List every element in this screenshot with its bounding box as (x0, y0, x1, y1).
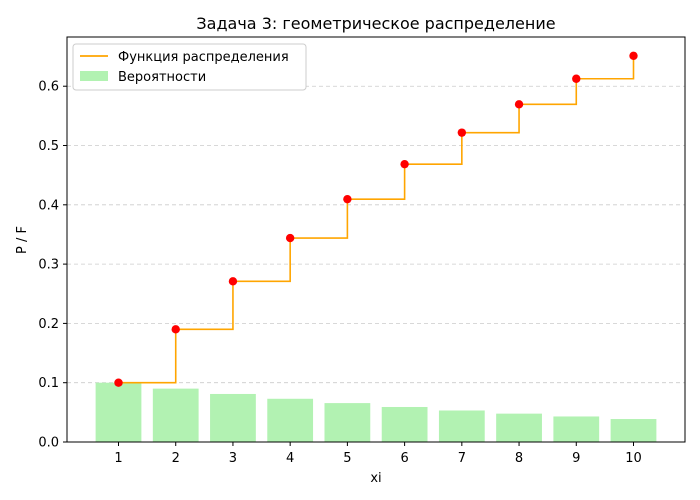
y-tick-label: 0.1 (38, 376, 59, 391)
x-axis: 1 2 3 4 5 6 7 8 9 10 (114, 442, 642, 466)
chart-title: Задача 3: геометрическое распределение (196, 14, 555, 33)
x-tick-label: 6 (400, 451, 408, 466)
legend-bars-label: Вероятности (118, 70, 206, 85)
cdf-point (285, 233, 295, 243)
x-tick-label: 5 (343, 451, 351, 466)
cdf-point (572, 74, 581, 83)
y-tick-label: 0.4 (38, 198, 59, 213)
y-tick-label: 0.2 (38, 317, 59, 332)
y-axis: 0.0 0.1 0.2 0.3 0.4 0.5 0.6 (38, 80, 67, 451)
probability-bar (610, 419, 657, 442)
x-tick-label: 7 (458, 451, 466, 466)
x-tick-label: 4 (286, 451, 294, 466)
x-tick-label: 3 (229, 451, 237, 466)
cdf-step-line (118, 55, 635, 384)
y-tick-label: 0.5 (38, 139, 59, 154)
plot-frame (66, 36, 686, 443)
probability-bar (267, 398, 314, 442)
legend-cdf-label: Функция распределения (118, 50, 289, 65)
cdf-point (514, 100, 524, 109)
probability-bar (210, 393, 256, 442)
cdf-point (228, 277, 238, 286)
cdf-point (171, 325, 180, 334)
probability-bars (95, 382, 657, 442)
probability-bar (553, 416, 600, 442)
probability-bar (496, 413, 542, 442)
legend-bars-swatch (80, 71, 108, 81)
y-tick-label: 0.0 (38, 436, 59, 451)
y-axis-label: P / F (15, 226, 30, 254)
cdf-point (457, 128, 467, 137)
cdf-point (114, 378, 123, 387)
probability-bar (95, 382, 142, 442)
x-tick-label: 2 (172, 451, 180, 466)
cdf-series (114, 51, 638, 387)
probability-bar (152, 388, 199, 442)
x-tick-label: 9 (572, 451, 580, 466)
y-tick-label: 0.6 (38, 80, 59, 95)
probability-bar (438, 410, 485, 442)
legend-frame (72, 43, 307, 91)
cdf-point (400, 159, 409, 169)
cdf-point (343, 194, 352, 204)
legend: Функция распределения Вероятности (72, 43, 307, 91)
cdf-point (629, 51, 638, 60)
x-axis-label: xi (370, 471, 381, 486)
x-tick-label: 8 (515, 451, 523, 466)
x-tick-label: 1 (114, 451, 122, 466)
probability-bar (381, 406, 428, 442)
x-tick-label: 10 (625, 451, 642, 466)
y-tick-label: 0.3 (38, 258, 59, 273)
probability-bar (324, 403, 371, 442)
